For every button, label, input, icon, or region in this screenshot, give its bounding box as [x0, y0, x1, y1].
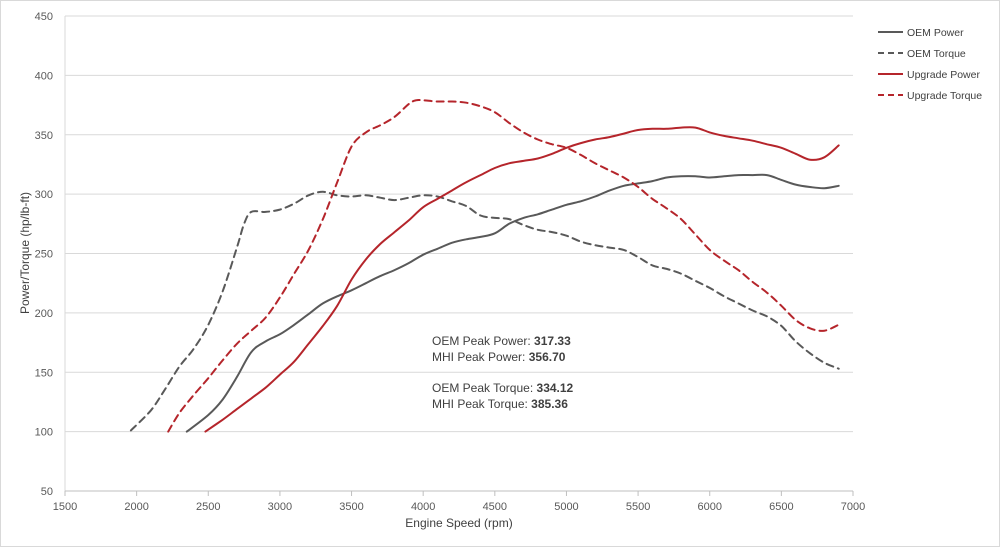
y-tick-label: 150	[35, 367, 53, 379]
oem-peak-power-line: OEM Peak Power: 317.33	[432, 334, 571, 348]
legend: OEM Power OEM Torque Upgrade Power Upgrade …	[878, 27, 982, 102]
x-tick-label: 1500	[53, 501, 77, 513]
x-tick-label: 3000	[268, 501, 292, 513]
x-tick-label: 7000	[841, 501, 865, 513]
y-axis-title: Power/Torque (hp/lb-ft)	[18, 192, 32, 314]
x-tick-label: 2000	[124, 501, 148, 513]
y-tick-label: 400	[35, 70, 53, 82]
series-lines	[129, 98, 840, 433]
series-line-upgrade-torque	[167, 98, 840, 433]
x-tick-label: 4500	[483, 501, 507, 513]
oem-peak-torque-line: OEM Peak Torque: 334.12	[432, 381, 574, 395]
y-tick-label: 450	[35, 11, 53, 23]
legend-label-upgrade-torque: Upgrade Torque	[907, 90, 982, 102]
mhi-peak-power-line: MHI Peak Power: 356.70	[432, 350, 566, 364]
y-tick-label: 200	[35, 308, 53, 320]
series-line-oem-power	[185, 173, 840, 433]
x-tick-label: 4000	[411, 501, 435, 513]
legend-label-upgrade-power: Upgrade Power	[907, 69, 980, 81]
series-line-oem-torque	[129, 190, 840, 432]
axes: 50 100 150 200 250 300 350 400 450 1500 2000 2500 30…	[35, 11, 866, 513]
x-tick-label: 5500	[626, 501, 650, 513]
x-axis-title: Engine Speed (rpm)	[405, 516, 512, 530]
peak-torque-annotation: OEM Peak Torque: 334.12 MHI Peak Torque:…	[432, 380, 573, 412]
peak-power-annotation: OEM Peak Power: 317.33 MHI Peak Power: 3…	[432, 333, 571, 365]
x-tick-label: 6000	[697, 501, 721, 513]
y-tick-label: 300	[35, 189, 53, 201]
y-tick-label: 50	[41, 486, 53, 498]
y-tick-label: 250	[35, 249, 53, 261]
y-tick-label: 350	[35, 130, 53, 142]
x-tick-label: 5000	[554, 501, 578, 513]
x-tick-label: 6500	[769, 501, 793, 513]
x-tick-label: 3500	[339, 501, 363, 513]
mhi-peak-torque-line: MHI Peak Torque: 385.36	[432, 397, 568, 411]
legend-label-oem-power: OEM Power	[907, 27, 964, 39]
y-tick-label: 100	[35, 427, 53, 439]
series-line-upgrade-power	[204, 126, 840, 433]
x-tick-label: 2500	[196, 501, 220, 513]
legend-label-oem-torque: OEM Torque	[907, 48, 966, 60]
gridlines	[65, 15, 853, 433]
